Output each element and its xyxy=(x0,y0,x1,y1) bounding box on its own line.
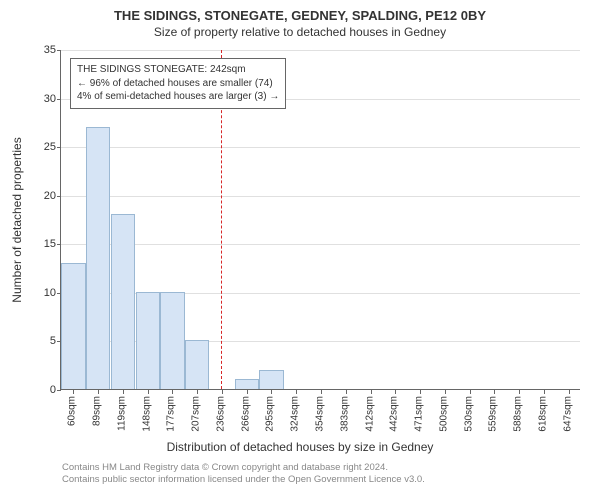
x-tick-mark xyxy=(73,390,74,394)
y-tick-label: 10 xyxy=(26,287,56,299)
x-tick-mark xyxy=(445,390,446,394)
x-tick-label: 236sqm xyxy=(215,396,226,432)
grid-line xyxy=(61,244,580,245)
x-tick-label: 354sqm xyxy=(315,396,326,432)
histogram-bar xyxy=(86,127,110,389)
attribution-text: Contains HM Land Registry data © Crown c… xyxy=(62,462,425,487)
x-tick-label: 647sqm xyxy=(562,396,573,432)
x-tick-mark xyxy=(494,390,495,394)
x-tick-label: 119sqm xyxy=(116,396,127,431)
y-tick-label: 35 xyxy=(26,44,56,56)
grid-line xyxy=(61,50,580,51)
y-tick-label: 30 xyxy=(26,93,56,105)
x-tick-label: 500sqm xyxy=(438,396,449,432)
y-tick-label: 0 xyxy=(26,384,56,396)
x-tick-mark xyxy=(148,390,149,394)
y-tick-mark xyxy=(57,50,61,51)
x-tick-mark xyxy=(271,390,272,394)
x-tick-label: 266sqm xyxy=(240,396,251,432)
x-tick-mark xyxy=(123,390,124,394)
x-tick-mark xyxy=(395,390,396,394)
x-tick-mark xyxy=(98,390,99,394)
x-tick-mark xyxy=(247,390,248,394)
chart-title-sub: Size of property relative to detached ho… xyxy=(0,23,600,39)
y-tick-label: 15 xyxy=(26,238,56,250)
x-tick-label: 442sqm xyxy=(389,396,400,432)
histogram-bar xyxy=(235,379,259,389)
attribution-line-1: Contains HM Land Registry data © Crown c… xyxy=(62,462,425,474)
x-tick-mark xyxy=(420,390,421,394)
x-tick-mark xyxy=(222,390,223,394)
histogram-bar xyxy=(61,263,85,389)
x-tick-label: 89sqm xyxy=(92,396,103,426)
x-tick-label: 412sqm xyxy=(364,396,375,432)
x-axis-label: Distribution of detached houses by size … xyxy=(0,440,600,454)
chart-container: THE SIDINGS, STONEGATE, GEDNEY, SPALDING… xyxy=(0,0,600,500)
annotation-box: THE SIDINGS STONEGATE: 242sqm← 96% of de… xyxy=(70,58,286,109)
chart-title-main: THE SIDINGS, STONEGATE, GEDNEY, SPALDING… xyxy=(0,0,600,23)
y-tick-mark xyxy=(57,196,61,197)
x-tick-mark xyxy=(321,390,322,394)
x-tick-label: 324sqm xyxy=(290,396,301,432)
histogram-bar xyxy=(259,370,283,389)
x-tick-mark xyxy=(470,390,471,394)
x-tick-label: 295sqm xyxy=(265,396,276,432)
y-tick-label: 25 xyxy=(26,141,56,153)
y-tick-label: 20 xyxy=(26,190,56,202)
x-tick-label: 177sqm xyxy=(166,396,177,432)
histogram-bar xyxy=(136,292,160,389)
grid-line xyxy=(61,196,580,197)
y-axis-label: Number of detached properties xyxy=(10,137,24,302)
annotation-line: THE SIDINGS STONEGATE: 242sqm xyxy=(77,63,279,77)
x-tick-label: 60sqm xyxy=(67,396,78,426)
y-tick-label: 5 xyxy=(26,335,56,347)
x-tick-label: 530sqm xyxy=(463,396,474,432)
x-tick-mark xyxy=(197,390,198,394)
histogram-bar xyxy=(111,214,135,389)
grid-line xyxy=(61,147,580,148)
x-tick-mark xyxy=(346,390,347,394)
x-tick-mark xyxy=(296,390,297,394)
x-tick-label: 471sqm xyxy=(414,396,425,432)
histogram-bar xyxy=(185,340,209,389)
histogram-bar xyxy=(160,292,184,389)
y-tick-mark xyxy=(57,244,61,245)
x-tick-mark xyxy=(544,390,545,394)
y-tick-mark xyxy=(57,99,61,100)
x-tick-label: 559sqm xyxy=(488,396,499,432)
x-tick-label: 618sqm xyxy=(537,396,548,432)
x-tick-label: 148sqm xyxy=(141,396,152,432)
x-tick-label: 383sqm xyxy=(339,396,350,432)
annotation-line: 4% of semi-detached houses are larger (3… xyxy=(77,90,279,104)
x-tick-label: 207sqm xyxy=(191,396,202,432)
x-tick-label: 588sqm xyxy=(513,396,524,432)
y-tick-mark xyxy=(57,147,61,148)
annotation-line: ← 96% of detached houses are smaller (74… xyxy=(77,77,279,91)
x-tick-mark xyxy=(172,390,173,394)
y-tick-mark xyxy=(57,390,61,391)
x-tick-mark xyxy=(569,390,570,394)
x-tick-mark xyxy=(371,390,372,394)
x-tick-mark xyxy=(519,390,520,394)
attribution-line-2: Contains public sector information licen… xyxy=(62,474,425,486)
